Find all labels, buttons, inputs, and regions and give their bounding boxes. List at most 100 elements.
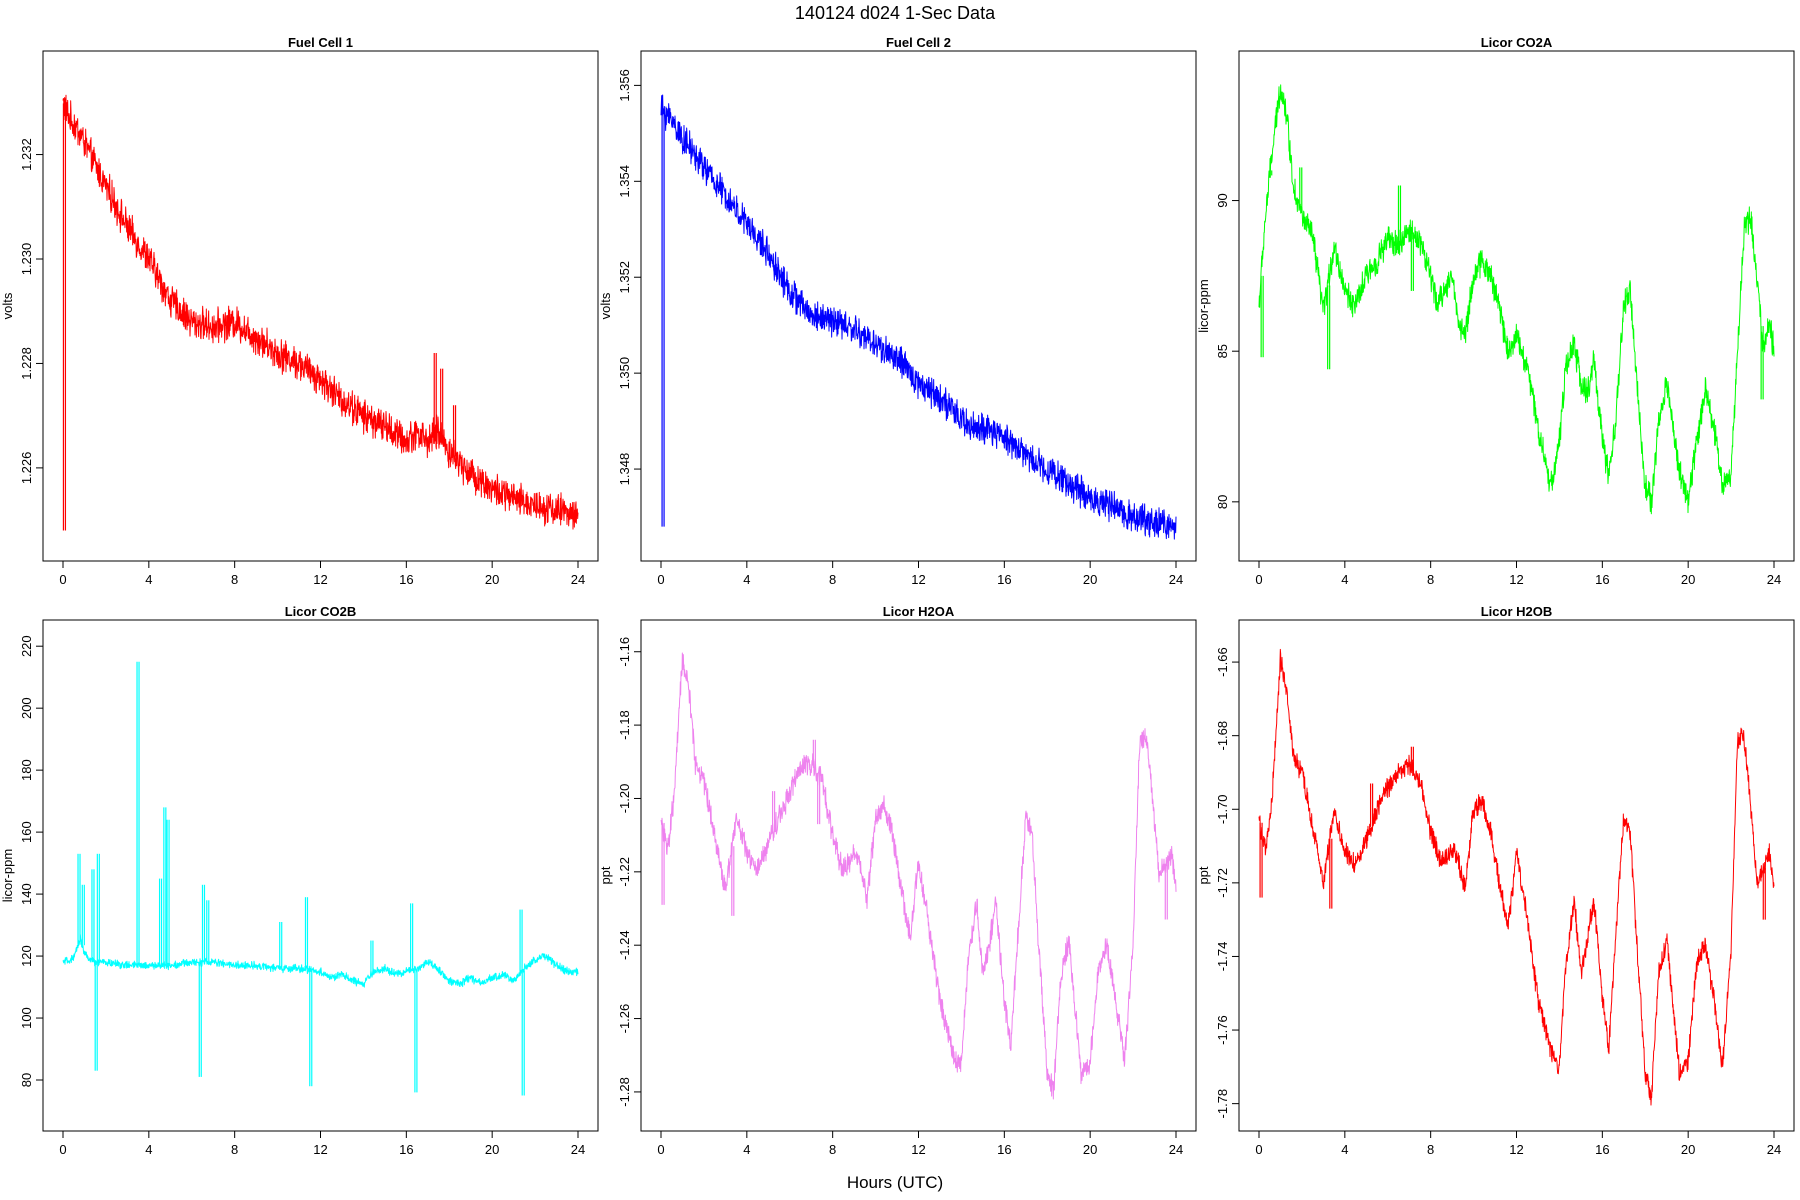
x-tick-label: 0 <box>59 572 66 587</box>
x-tick-label: 8 <box>231 1142 238 1157</box>
x-tick-label: 16 <box>997 572 1011 587</box>
y-tick-label: 220 <box>19 635 34 657</box>
y-tick-label: 80 <box>19 1073 34 1087</box>
x-tick-label: 20 <box>485 572 499 587</box>
x-tick-label: 4 <box>1341 572 1348 587</box>
x-axis-label: Hours (UTC) <box>847 1173 943 1192</box>
y-tick-label: -1.20 <box>617 784 632 814</box>
y-axis-label: licor-ppm <box>0 849 15 902</box>
y-tick-label: 80 <box>1215 495 1230 509</box>
y-tick-label: 1.348 <box>617 453 632 486</box>
series-line <box>660 652 1177 1100</box>
y-tick-label: 1.350 <box>617 357 632 390</box>
y-tick-label: 1.352 <box>617 261 632 294</box>
series-line <box>1258 84 1775 515</box>
x-tick-label: 8 <box>1427 572 1434 587</box>
y-tick-label: -1.68 <box>1215 721 1230 751</box>
y-tick-label: 160 <box>19 821 34 843</box>
panel-title: Licor H2OA <box>883 604 955 619</box>
series-line <box>62 934 579 988</box>
y-tick-label: 1.356 <box>617 69 632 102</box>
panel-title: Licor CO2A <box>1481 35 1553 50</box>
y-tick-label: 180 <box>19 759 34 781</box>
y-tick-label: 1.230 <box>19 243 34 276</box>
x-tick-label: 20 <box>1083 572 1097 587</box>
panel-4: Licor CO2B licor-ppm 0 4 8 12 16 20 24 80 100 120 14… <box>0 604 599 1157</box>
y-tick-label: -1.76 <box>1215 1015 1230 1045</box>
panel-title: Fuel Cell 1 <box>288 35 353 50</box>
y-axis-label: ppt <box>1196 866 1211 884</box>
series-line <box>660 94 1177 540</box>
y-tick-label: 140 <box>19 883 34 905</box>
x-tick-label: 16 <box>1595 1142 1609 1157</box>
x-tick-label: 24 <box>1169 1142 1183 1157</box>
x-tick-label: 0 <box>1255 572 1262 587</box>
x-tick-label: 16 <box>399 572 413 587</box>
x-tick-label: 0 <box>657 1142 664 1157</box>
x-tick-label: 8 <box>231 572 238 587</box>
y-tick-label: -1.66 <box>1215 647 1230 677</box>
x-tick-label: 12 <box>313 1142 327 1157</box>
y-tick-label: 120 <box>19 945 34 967</box>
plot-frame <box>42 50 599 562</box>
x-tick-label: 12 <box>313 572 327 587</box>
y-tick-label: -1.22 <box>617 857 632 887</box>
y-tick-label: -1.74 <box>1215 942 1230 972</box>
x-tick-label: 24 <box>1767 572 1781 587</box>
panel-2: Fuel Cell 2 volts 0 4 8 12 16 20 24 1.348 1.350 1.3… <box>598 35 1197 587</box>
x-tick-label: 20 <box>1681 572 1695 587</box>
y-tick-label: 85 <box>1215 344 1230 358</box>
panel-3: Licor CO2A licor-ppm 0 4 8 12 16 20 24 80 85 90 <box>1196 35 1795 587</box>
x-tick-label: 8 <box>1427 1142 1434 1157</box>
series-line <box>62 94 579 530</box>
plot-frame <box>42 619 599 1132</box>
y-tick-label: -1.24 <box>617 930 632 960</box>
x-tick-label: 4 <box>145 572 152 587</box>
y-tick-label: 1.228 <box>19 347 34 380</box>
panel-title: Licor H2OB <box>1481 604 1553 619</box>
y-tick-label: -1.70 <box>1215 794 1230 824</box>
x-tick-label: 4 <box>145 1142 152 1157</box>
y-axis-label: volts <box>0 292 15 319</box>
y-tick-label: 1.226 <box>19 452 34 485</box>
x-tick-label: 16 <box>1595 572 1609 587</box>
y-tick-label: -1.18 <box>617 710 632 740</box>
x-tick-label: 12 <box>1509 572 1523 587</box>
y-tick-label: -1.28 <box>617 1077 632 1107</box>
x-tick-label: 20 <box>1681 1142 1695 1157</box>
y-tick-label: 1.232 <box>19 138 34 171</box>
x-tick-label: 20 <box>485 1142 499 1157</box>
y-tick-label: -1.72 <box>1215 868 1230 898</box>
x-tick-label: 12 <box>911 572 925 587</box>
y-tick-label: 200 <box>19 697 34 719</box>
y-tick-label: 100 <box>19 1007 34 1029</box>
x-tick-label: 24 <box>1169 572 1183 587</box>
x-tick-label: 20 <box>1083 1142 1097 1157</box>
x-tick-label: 8 <box>829 572 836 587</box>
x-tick-label: 12 <box>1509 1142 1523 1157</box>
y-tick-label: -1.78 <box>1215 1089 1230 1119</box>
panel-title: Fuel Cell 2 <box>886 35 951 50</box>
x-tick-label: 0 <box>59 1142 66 1157</box>
panel-title: Licor CO2B <box>285 604 357 619</box>
x-tick-label: 4 <box>743 1142 750 1157</box>
x-tick-label: 24 <box>1767 1142 1781 1157</box>
panel-1: Fuel Cell 1 volts 0 4 8 12 16 20 24 1.226 1.228 1.2… <box>0 35 599 587</box>
x-tick-label: 4 <box>1341 1142 1348 1157</box>
x-tick-label: 0 <box>1255 1142 1262 1157</box>
series-line <box>1258 648 1775 1106</box>
panel-5: Licor H2OA ppt 0 4 8 12 16 20 24 -1.28 -1.26 -1.24 -… <box>598 604 1197 1157</box>
y-tick-label: 1.354 <box>617 165 632 198</box>
x-tick-label: 16 <box>997 1142 1011 1157</box>
y-tick-label: -1.26 <box>617 1004 632 1034</box>
x-tick-label: 4 <box>743 572 750 587</box>
y-axis-label: licor-ppm <box>1196 279 1211 332</box>
x-tick-label: 8 <box>829 1142 836 1157</box>
y-axis-label: ppt <box>598 866 613 884</box>
super-title: 140124 d024 1-Sec Data <box>795 3 996 23</box>
y-tick-label: 90 <box>1215 193 1230 207</box>
x-tick-label: 12 <box>911 1142 925 1157</box>
panels: Fuel Cell 1 volts 0 4 8 12 16 20 24 1.226 1.228 1.2… <box>0 35 1795 1157</box>
